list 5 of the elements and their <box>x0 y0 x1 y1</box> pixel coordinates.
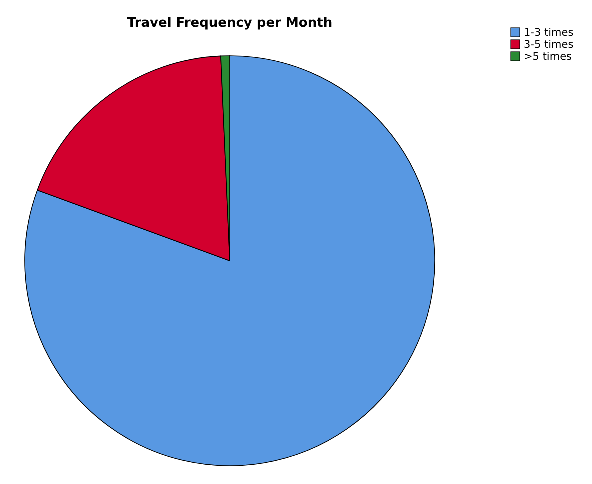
chart-title: Travel Frequency per Month <box>127 16 333 31</box>
legend-label: >5 times <box>524 51 572 63</box>
legend-label: 3-5 times <box>524 39 574 51</box>
pie-slice <box>24 56 436 466</box>
legend-label: 1-3 times <box>524 27 574 39</box>
